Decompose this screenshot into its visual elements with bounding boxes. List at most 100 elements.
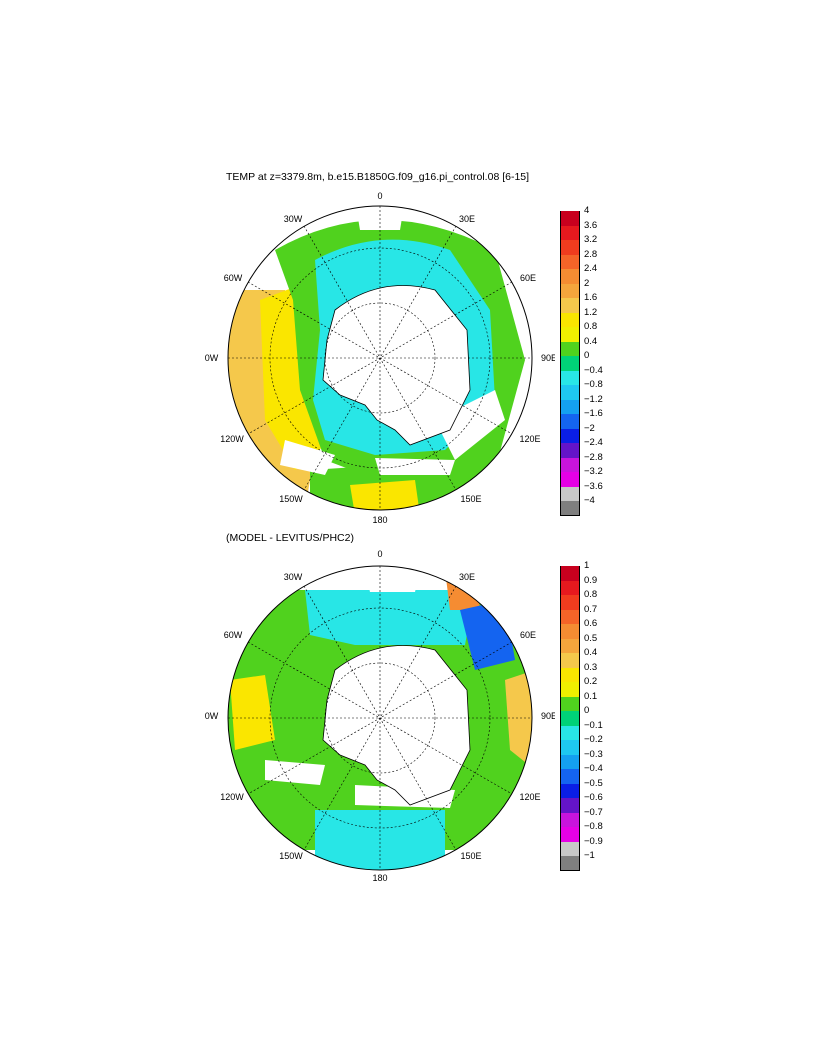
top-colorbar-row: 2.8 — [560, 240, 620, 260]
top-colorbar-swatch — [560, 414, 580, 429]
bottom-colorbar-swatch — [560, 856, 580, 871]
top-colorbar-row: 0 — [560, 341, 620, 361]
top-colorbar-label: −2.4 — [584, 437, 603, 448]
bottom-field-yellow-90e — [505, 670, 532, 770]
top-colorbar-swatch — [560, 472, 580, 487]
top-colorbar-swatch — [560, 341, 580, 356]
top-colorbar-swatch — [560, 428, 580, 443]
bottom-colorbar-row: −0.6 — [560, 783, 620, 803]
top-colorbar-label: −0.8 — [584, 379, 603, 390]
top-colorbar-label: −4 — [584, 495, 595, 506]
top-colorbar-label: 0.4 — [584, 335, 598, 347]
bottom-colorbar-label: 0.6 — [584, 618, 598, 629]
bottom-colorbar-label: −0.7 — [584, 806, 603, 818]
bottom-lon-60e: 60E — [520, 630, 536, 640]
top-graticule — [228, 206, 532, 510]
bottom-colorbar-row: 0.8 — [560, 580, 620, 600]
top-colorbar-label: 2.8 — [584, 248, 598, 260]
bottom-colorbar-label: 0.9 — [584, 574, 598, 586]
bottom-field-cyan-north — [305, 590, 475, 645]
top-field-yellow-south — [350, 480, 420, 510]
top-colorbar-row: −0.8 — [560, 370, 620, 390]
bottom-lon-30e: 30E — [459, 572, 475, 582]
bottom-colorbar: 1 0.9 0.8 0.7 0.6 0.5 0.4 0.3 0.2 0.1 0 −0.1 −0.2 −0… — [560, 560, 620, 871]
top-lon-30w: 30W — [284, 214, 303, 224]
bottom-colorbar-row: 0.4 — [560, 638, 620, 658]
top-colorbar-label: −1.2 — [584, 393, 603, 405]
bottom-colorbar-label: −0.2 — [584, 734, 603, 745]
top-lon-0: 0 — [377, 191, 382, 201]
bottom-colorbar-label: −0.4 — [584, 763, 603, 774]
top-colorbar-label: −2 — [584, 422, 595, 434]
top-map-border — [227, 205, 533, 511]
bottom-colorbar-swatch — [560, 653, 580, 668]
bottom-field-yellow-90w — [230, 675, 275, 750]
top-colorbar-row: −3.6 — [560, 472, 620, 492]
bottom-colorbar-swatch — [560, 827, 580, 842]
top-colorbar-label: 3.6 — [584, 219, 598, 231]
bottom-lon-60w: 60W — [224, 630, 243, 640]
top-colorbar-row: −2 — [560, 414, 620, 434]
bottom-graticule — [228, 566, 532, 870]
top-colorbar-label: −2.8 — [584, 451, 603, 463]
bottom-colorbar-label: −0.1 — [584, 719, 603, 731]
bottom-colorbar-label: 0.2 — [584, 676, 598, 687]
top-lon-120e: 120E — [519, 434, 540, 444]
bottom-colorbar-row: −0.2 — [560, 725, 620, 745]
bottom-colorbar-row: −0.4 — [560, 754, 620, 774]
top-colorbar-row: −1.2 — [560, 385, 620, 405]
top-colorbar-swatch — [560, 443, 580, 458]
bottom-map-field — [228, 566, 532, 870]
top-field-gap-se — [435, 390, 505, 460]
bottom-colorbar-row: −0.8 — [560, 812, 620, 832]
bottom-colorbar-label: −1 — [584, 850, 595, 861]
bottom-colorbar-row: 0 — [560, 696, 620, 716]
top-colorbar: 4 3.6 3.2 2.8 2.4 2 1.6 1.2 0.8 0.4 0 −0.4 −0.8 −1.2… — [560, 205, 620, 516]
top-field-gap-s — [375, 458, 455, 475]
bottom-colorbar-label: −0.9 — [584, 835, 603, 847]
bottom-colorbar-row: −0.3 — [560, 740, 620, 760]
bottom-field-gap-sw — [265, 760, 325, 785]
top-colorbar-label: 3.2 — [584, 234, 598, 245]
top-lon-90w: 90W — [205, 353, 219, 363]
top-colorbar-label: −3.2 — [584, 466, 603, 477]
bottom-colorbar-row: −0.9 — [560, 827, 620, 847]
top-colorbar-swatch — [560, 283, 580, 298]
top-colorbar-label: 0 — [584, 350, 590, 361]
top-colorbar-label: 2 — [584, 277, 590, 289]
top-colorbar-swatch — [560, 240, 580, 255]
top-colorbar-row: 1.6 — [560, 283, 620, 303]
bottom-colorbar-swatch — [560, 769, 580, 784]
top-colorbar-label: 0.8 — [584, 321, 598, 332]
top-panel-title: TEMP at z=3379.8m, b.e15.B1850G.f09_g16.… — [226, 171, 530, 183]
top-lon-90e: 90E — [541, 353, 555, 363]
bottom-polar-map: 0 30W 30E 60W 60E 90W 90E 120W 120E 150W… — [205, 550, 555, 890]
bottom-colorbar-swatch — [560, 754, 580, 769]
bottom-colorbar-row: 0.7 — [560, 595, 620, 615]
top-map-field — [228, 206, 532, 510]
bottom-lon-180: 180 — [372, 873, 387, 883]
bottom-colorbar-swatch — [560, 812, 580, 827]
top-lon-150e: 150E — [460, 494, 481, 504]
bottom-colorbar-label: 0.4 — [584, 647, 598, 658]
bottom-colorbar-label: 0.3 — [584, 661, 598, 673]
bottom-colorbar-row: −0.1 — [560, 711, 620, 731]
bottom-lon-0: 0 — [377, 550, 382, 559]
bottom-colorbar-swatch — [560, 595, 580, 610]
bottom-colorbar-label: 0.8 — [584, 589, 598, 600]
top-colorbar-swatch — [560, 457, 580, 472]
top-lon-60e: 60E — [520, 273, 536, 283]
bottom-colorbar-swatch — [560, 624, 580, 639]
bottom-colorbar-label: −0.6 — [584, 792, 603, 803]
bottom-colorbar-swatch — [560, 798, 580, 813]
bottom-colorbar-swatch — [560, 841, 580, 856]
bottom-map-border — [227, 565, 533, 871]
top-lon-150w: 150W — [279, 494, 303, 504]
top-colorbar-swatch — [560, 298, 580, 313]
top-colorbar-row: −2.8 — [560, 443, 620, 463]
bottom-colorbar-row: 0.2 — [560, 667, 620, 687]
top-lon-120w: 120W — [220, 434, 244, 444]
bottom-colorbar-label: −0.8 — [584, 821, 603, 832]
bottom-colorbar-swatch — [560, 711, 580, 726]
top-field-gap-sw — [280, 440, 335, 475]
